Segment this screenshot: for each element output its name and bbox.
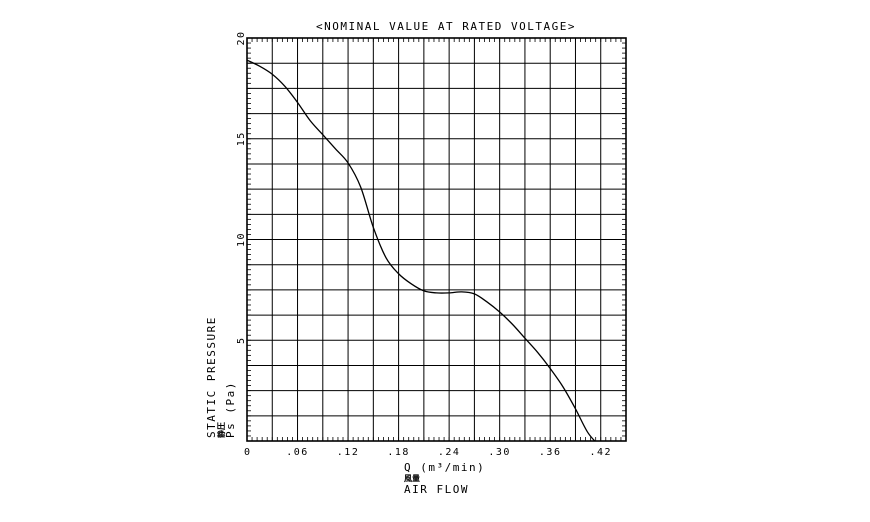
chart-title: <NOMINAL VALUE AT RATED VOLTAGE> <box>316 20 576 33</box>
x-tick-labels: 0 .06 .12 .18 .24 .30 .36 .42 <box>244 447 612 458</box>
x-tick-label: .12 <box>337 447 360 458</box>
grid <box>247 38 626 441</box>
x-tick-label: .18 <box>387 447 410 458</box>
y-tick-label: 5 <box>236 336 247 344</box>
x-axis-symbol-label: Q (m³/min) <box>404 461 485 474</box>
x-tick-label: .30 <box>488 447 511 458</box>
pressure-airflow-curve <box>247 59 596 441</box>
y-tick-label: 20 <box>236 30 247 45</box>
x-tick-label: .24 <box>438 447 461 458</box>
x-axis-japanese-label: 風量 <box>404 473 420 483</box>
y-tick-label: 10 <box>236 232 247 247</box>
x-tick-label: .06 <box>286 447 309 458</box>
x-tick-label: .42 <box>589 447 612 458</box>
y-tick-labels: 5 10 15 20 <box>236 30 247 344</box>
plot-frame <box>246 37 627 442</box>
y-axis-symbol-label: Ps (Pa) <box>224 381 237 438</box>
x-tick-label: 0 <box>244 447 252 458</box>
x-axis-label: AIR FLOW <box>404 483 469 496</box>
x-tick-label: .36 <box>539 447 562 458</box>
y-tick-label: 15 <box>236 131 247 146</box>
y-axis-label: STATIC PRESSURE <box>205 316 218 438</box>
y-axis-japanese-label: 静圧 <box>216 422 226 438</box>
